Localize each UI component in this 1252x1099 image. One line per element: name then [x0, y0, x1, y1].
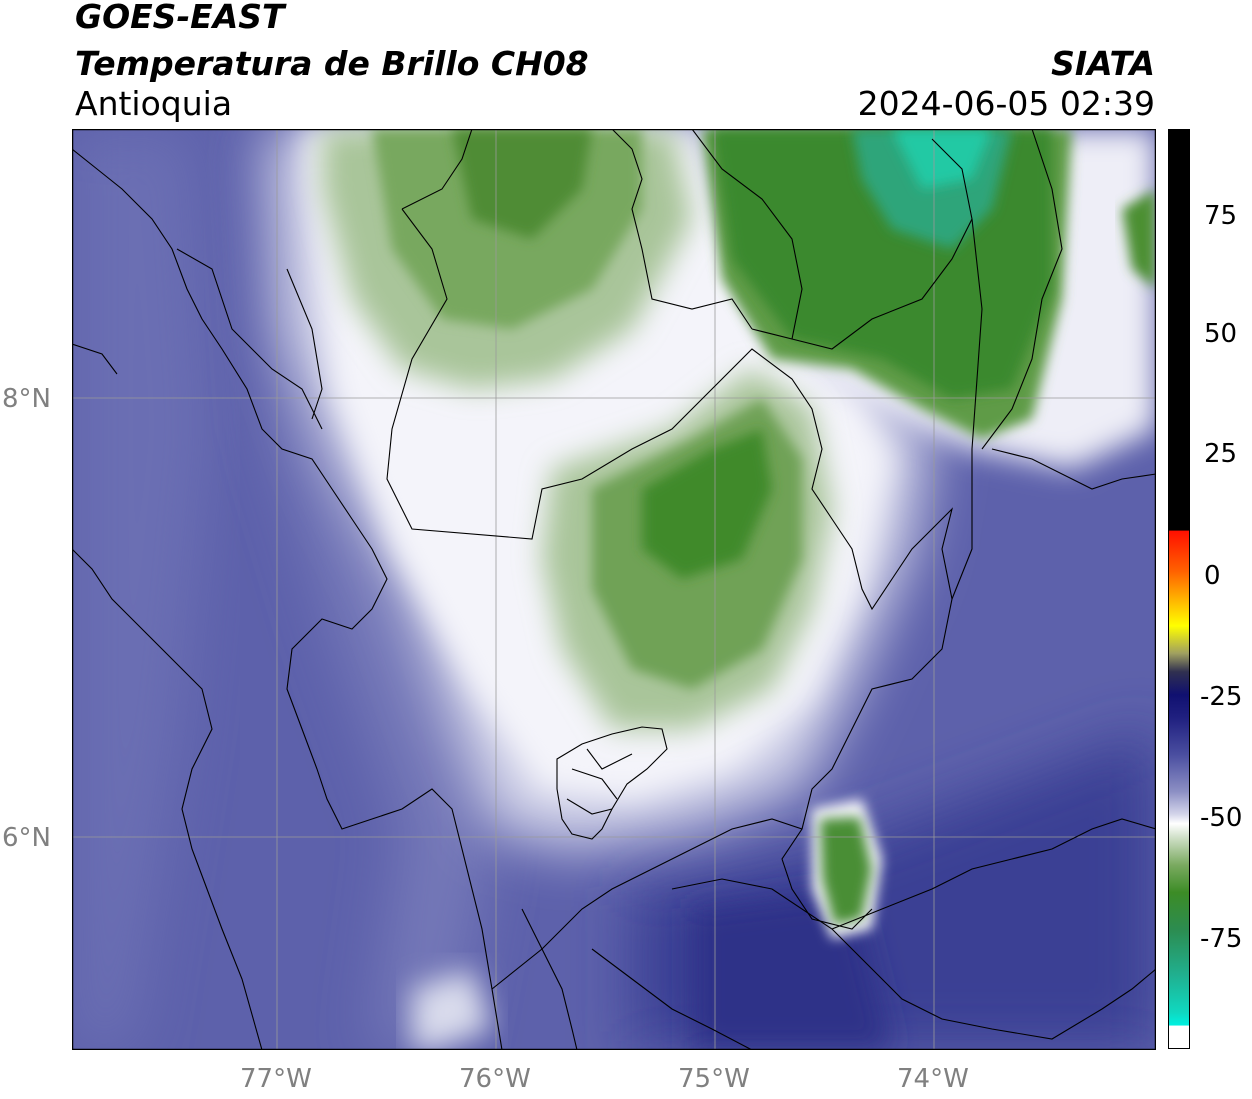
lat-label-6n: 6°N	[2, 823, 51, 853]
lon-label-75w: 75°W	[678, 1064, 750, 1094]
lon-label-77w: 77°W	[240, 1064, 312, 1094]
org-label: SIATA	[1051, 44, 1155, 83]
colorbar-tick-25: 25	[1204, 439, 1238, 469]
title-satellite: GOES-EAST	[75, 0, 285, 36]
colorbar-tick-neg50: -50	[1200, 803, 1243, 833]
lon-label-74w: 74°W	[897, 1064, 969, 1094]
title-region: Antioquia	[75, 84, 233, 123]
colorbar-tick-75: 75	[1204, 201, 1238, 231]
colorbar	[1168, 129, 1190, 1049]
lat-label-8n: 8°N	[2, 384, 51, 414]
lon-label-76w: 76°W	[459, 1064, 531, 1094]
datetime-label: 2024-06-05 02:39	[857, 84, 1155, 123]
graticule	[72, 129, 1156, 1050]
colorbar-tick-neg25: -25	[1200, 682, 1243, 712]
boundaries	[72, 129, 1156, 1050]
map-panel	[72, 129, 1156, 1050]
colorbar-tick-neg75: -75	[1200, 924, 1243, 954]
brightness-temperature-field	[72, 129, 1156, 1050]
colorbar-tick-0: 0	[1204, 561, 1221, 591]
colorbar-tick-50: 50	[1204, 319, 1238, 349]
map-frame	[72, 129, 1156, 1050]
title-product: Temperatura de Brillo CH08	[75, 44, 589, 83]
